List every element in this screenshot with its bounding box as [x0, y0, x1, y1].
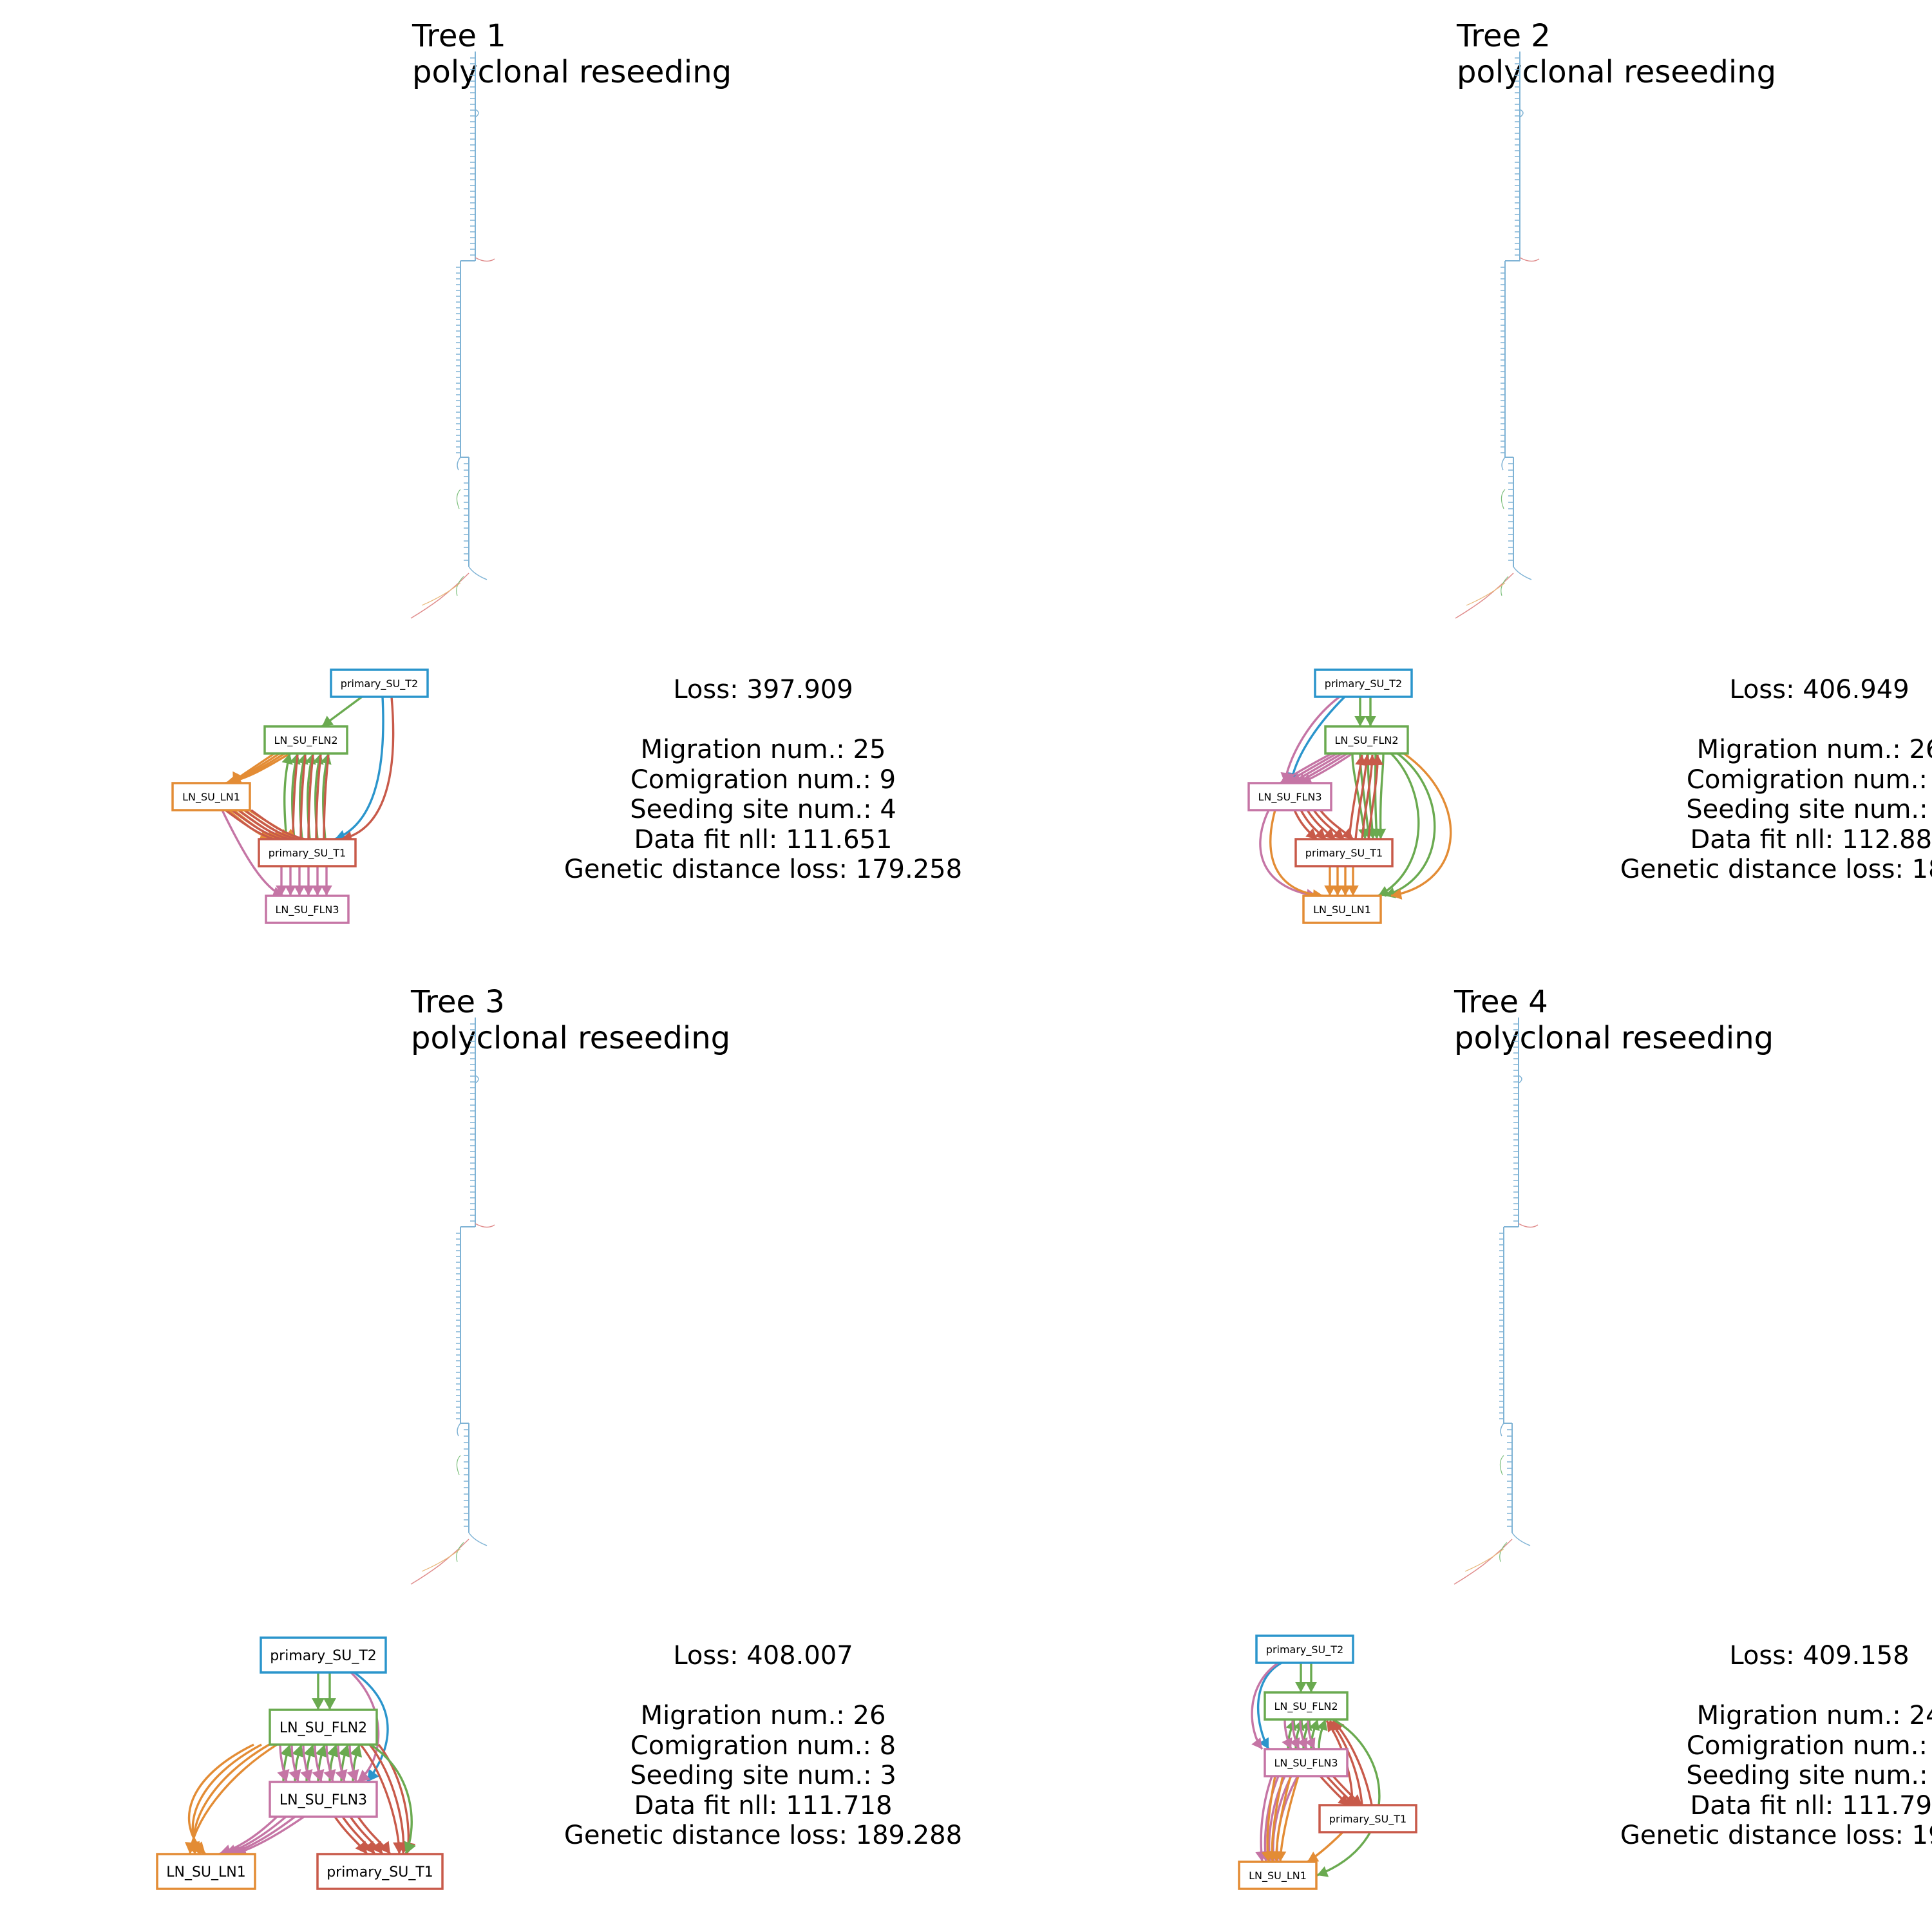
migration-edges [1251, 1662, 1381, 1877]
migration-num: Migration num.: 25 [640, 735, 886, 764]
genetic-distance-loss: Genetic distance loss: 188.066 [1620, 855, 1932, 884]
loss-value: Loss: 408.007 [673, 1641, 853, 1671]
graph-node-ln-su-fln2: LN_SU_FLN2 [263, 725, 348, 755]
panel-tree-2: Tree 2 polyclonal reseeding primary_SU_T… [966, 0, 1932, 966]
tree-title-block: Tree 3 polyclonal reseeding [411, 984, 730, 1056]
phylogenetic-tree [410, 1018, 495, 1585]
graph-node-ln-su-fln3: LN_SU_FLN3 [265, 895, 350, 924]
genetic-distance-loss: Genetic distance loss: 189.288 [564, 1821, 963, 1850]
comigration-num: Comigration num.: 9 [1686, 764, 1932, 795]
graph-node-ln-su-ln1: LN_SU_LN1 [156, 1853, 256, 1890]
tree-title: Tree 3 [411, 984, 505, 1020]
svg-text:LN_SU_LN1: LN_SU_LN1 [1313, 904, 1371, 916]
tree-title-block: Tree 2 polyclonal reseeding [1457, 18, 1776, 90]
tree-subtitle: polyclonal reseeding [411, 1020, 731, 1056]
panel-tree-3: Tree 3 polyclonal reseeding primary_SU_T… [0, 966, 966, 1932]
tree-title: Tree 2 [1457, 18, 1551, 54]
svg-text:LN_SU_FLN2: LN_SU_FLN2 [1334, 734, 1398, 747]
tree-subtitle: polyclonal reseeding [412, 54, 732, 90]
svg-text:LN_SU_LN1: LN_SU_LN1 [1249, 1870, 1307, 1882]
comigration-num: Comigration num.: 9 [630, 764, 896, 795]
migration-graph: primary_SU_T2 LN_SU_FLN2 LN_SU_FLN3 LN_SU_L… [156, 1636, 444, 1890]
migration-graph: primary_SU_T2 LN_SU_FLN2 LN_SU_FLN3primary… [1238, 1634, 1417, 1890]
graph-node-primary-su-t2: primary_SU_T2 [1314, 668, 1413, 698]
stats-block: Loss: 397.909 Migration num.: 25 Comigra… [564, 675, 962, 885]
genetic-distance-loss: Genetic distance loss: 179.258 [564, 855, 963, 884]
comigration-num: Comigration num.: 9 [1686, 1730, 1932, 1761]
graph-node-primary-su-t1: primary_SU_T1 [258, 838, 357, 867]
svg-text:LN_SU_FLN3: LN_SU_FLN3 [275, 904, 339, 916]
svg-text:LN_SU_FLN3: LN_SU_FLN3 [279, 1792, 367, 1808]
svg-text:primary_SU_T1: primary_SU_T1 [1305, 847, 1383, 860]
tree-title: Tree 4 [1454, 984, 1548, 1020]
migration-edges [184, 1671, 416, 1857]
panel-tree-1: Tree 1 polyclonal reseeding primary_SU_T… [0, 0, 966, 966]
tree-title-block: Tree 1 polyclonal reseeding [412, 18, 732, 90]
graph-node-ln-su-fln2: LN_SU_FLN2 [1324, 725, 1409, 755]
stats-block: Loss: 406.949 Migration num.: 26 Comigra… [1620, 675, 1932, 885]
data-fit-nll: Data fit nll: 111.797 [1690, 1790, 1932, 1821]
migration-edges [221, 696, 395, 898]
svg-text:LN_SU_LN1: LN_SU_LN1 [166, 1864, 246, 1880]
loss-value: Loss: 409.158 [1729, 1641, 1909, 1671]
migration-num: Migration num.: 24 [1696, 1701, 1932, 1730]
graph-node-ln-su-fln3: LN_SU_FLN3 [269, 1781, 378, 1818]
migration-graph: primary_SU_T2 LN_SU_FLN2 LN_SU_LN1 primary_… [171, 668, 429, 924]
seeding-site-num: Seeding site num.: 4 [630, 795, 896, 824]
graph-node-primary-su-t2: primary_SU_T2 [1255, 1634, 1354, 1664]
svg-text:primary_SU_T1: primary_SU_T1 [269, 847, 346, 860]
graph-node-ln-su-fln3: LN_SU_FLN3 [1247, 782, 1332, 811]
graph-node-primary-su-t1: primary_SU_T1 [1294, 838, 1394, 867]
phylogenetic-tree [1454, 1018, 1539, 1585]
svg-text:primary_SU_T2: primary_SU_T2 [1325, 677, 1402, 690]
graph-node-primary-su-t1: primary_SU_T1 [316, 1853, 444, 1890]
stats-block: Loss: 409.158 Migration num.: 24 Comigra… [1620, 1641, 1932, 1851]
migration-graph: primary_SU_T2 LN_SU_FLN2 LN_SU_FLN3primary… [1247, 668, 1452, 924]
graph-node-ln-su-fln2: LN_SU_FLN2 [1264, 1691, 1349, 1721]
graph-node-ln-su-ln1: LN_SU_LN1 [171, 782, 251, 811]
graph-node-ln-su-ln1: LN_SU_LN1 [1238, 1861, 1318, 1890]
stats-block: Loss: 408.007 Migration num.: 26 Comigra… [564, 1641, 962, 1851]
graph-node-ln-su-fln2: LN_SU_FLN2 [269, 1709, 378, 1746]
phylogenetic-tree [410, 52, 495, 619]
tree-title: Tree 1 [412, 18, 506, 54]
migration-num: Migration num.: 26 [640, 1701, 886, 1730]
data-fit-nll: Data fit nll: 111.651 [634, 824, 893, 855]
graph-node-ln-su-fln3: LN_SU_FLN3 [1264, 1748, 1349, 1777]
data-fit-nll: Data fit nll: 111.718 [634, 1790, 893, 1821]
seeding-site-num: Seeding site num.: 3 [630, 1761, 896, 1790]
svg-text:primary_SU_T2: primary_SU_T2 [270, 1648, 377, 1664]
svg-text:primary_SU_T2: primary_SU_T2 [1266, 1643, 1343, 1656]
svg-text:LN_SU_FLN3: LN_SU_FLN3 [1274, 1757, 1338, 1770]
svg-text:primary_SU_T1: primary_SU_T1 [1329, 1813, 1406, 1826]
svg-text:LN_SU_LN1: LN_SU_LN1 [182, 791, 240, 804]
svg-text:LN_SU_FLN2: LN_SU_FLN2 [1274, 1700, 1338, 1713]
genetic-distance-loss: Genetic distance loss: 190.361 [1620, 1821, 1932, 1850]
loss-value: Loss: 397.909 [673, 675, 853, 705]
seeding-site-num: Seeding site num.: 4 [1686, 795, 1932, 824]
svg-text:primary_SU_T1: primary_SU_T1 [327, 1864, 433, 1880]
seeding-site-num: Seeding site num.: 4 [1686, 1761, 1932, 1790]
migration-edges [1259, 696, 1452, 901]
tree-subtitle: polyclonal reseeding [1454, 1020, 1774, 1056]
graph-node-primary-su-t1: primary_SU_T1 [1318, 1804, 1417, 1833]
graph-node-primary-su-t2: primary_SU_T2 [260, 1636, 387, 1674]
svg-text:primary_SU_T2: primary_SU_T2 [341, 677, 418, 690]
svg-text:LN_SU_FLN2: LN_SU_FLN2 [279, 1720, 367, 1736]
data-fit-nll: Data fit nll: 112.883 [1690, 824, 1932, 855]
svg-text:LN_SU_FLN2: LN_SU_FLN2 [274, 734, 337, 747]
svg-text:LN_SU_FLN3: LN_SU_FLN3 [1258, 791, 1321, 804]
graph-node-ln-su-ln1: LN_SU_LN1 [1302, 895, 1382, 924]
tree-title-block: Tree 4 polyclonal reseeding [1454, 984, 1774, 1056]
panel-tree-4: Tree 4 polyclonal reseeding primary_SU_T… [966, 966, 1932, 1932]
tree-subtitle: polyclonal reseeding [1457, 54, 1777, 90]
phylogenetic-tree [1455, 52, 1540, 619]
loss-value: Loss: 406.949 [1729, 675, 1909, 705]
graph-node-primary-su-t2: primary_SU_T2 [330, 668, 429, 698]
migration-num: Migration num.: 26 [1696, 735, 1932, 764]
comigration-num: Comigration num.: 8 [630, 1730, 896, 1761]
